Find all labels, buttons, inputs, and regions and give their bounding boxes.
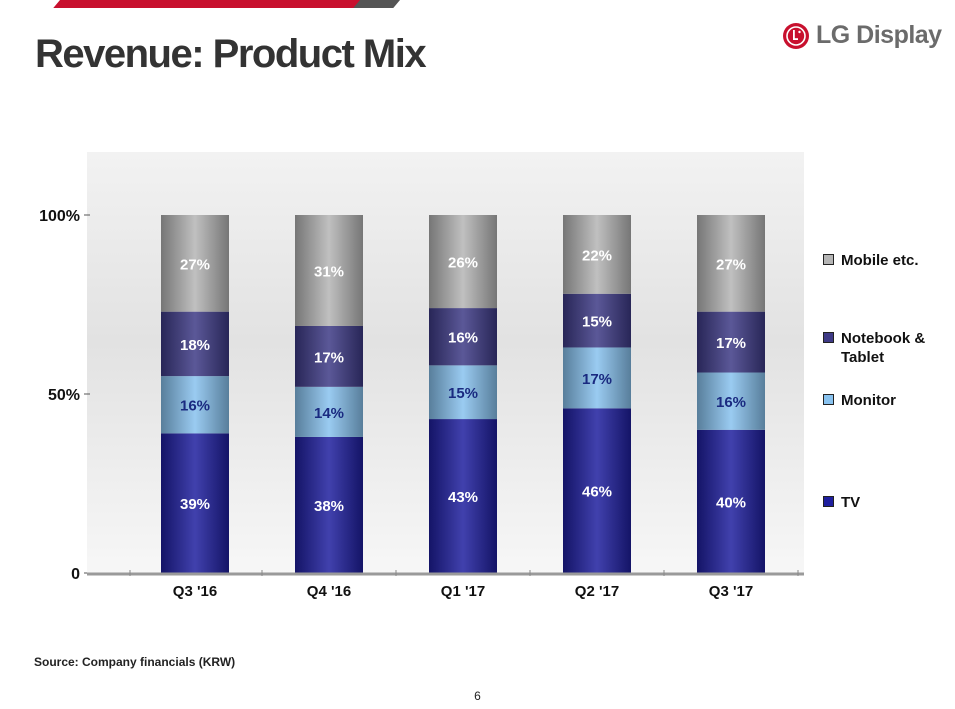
data-label: 38% (314, 498, 344, 515)
x-tick-label: Q3 '17 (709, 583, 753, 600)
data-label: 16% (716, 394, 746, 411)
bar-segment-notebook-tablet-4 (697, 311, 765, 373)
data-label: 16% (180, 398, 210, 415)
data-label: 14% (314, 405, 344, 422)
legend-swatch (823, 254, 834, 265)
legend-item-monitor: Monitor (823, 391, 896, 410)
bar-segment-tv-4 (697, 429, 765, 573)
legend-item-notebook-tablet: Notebook & Tablet (823, 329, 941, 367)
legend-label: Monitor (841, 392, 896, 409)
legend-label: TV (841, 494, 861, 511)
page-number: 6 (474, 689, 481, 703)
logo-text: LG Display (816, 21, 942, 49)
source-note: Source: Company financials (KRW) (34, 655, 236, 669)
legend-label: Notebook & Tablet (841, 330, 926, 366)
bar-segment-monitor-1 (295, 386, 363, 437)
data-label: 15% (582, 314, 612, 331)
legend-item-mobile: Mobile etc. (823, 251, 919, 270)
bar-segment-notebook-tablet-0 (161, 311, 229, 377)
bar-segment-mobile-etc--1 (295, 215, 363, 326)
x-tick-label: Q3 '16 (173, 583, 217, 600)
data-label: 22% (582, 247, 612, 264)
bar-segment-mobile-etc--0 (161, 215, 229, 312)
bar-segment-tv-0 (161, 433, 229, 573)
data-label: 17% (582, 371, 612, 388)
bar-segment-tv-3 (563, 408, 631, 573)
bar-segment-notebook-tablet-3 (563, 293, 631, 348)
data-label: 17% (716, 335, 746, 352)
bar-segment-tv-2 (429, 419, 497, 573)
data-label: 39% (180, 496, 210, 513)
y-tick-label: 0 (71, 566, 80, 583)
bar-segment-mobile-etc--4 (697, 215, 765, 312)
bar-segment-monitor-0 (161, 376, 229, 434)
data-label: 26% (448, 255, 478, 272)
bar-segment-monitor-3 (563, 347, 631, 409)
bar-segment-notebook-tablet-2 (429, 308, 497, 366)
legend-label: Mobile etc. (841, 252, 919, 269)
data-label: 16% (448, 330, 478, 347)
x-tick-label: Q2 '17 (575, 583, 619, 600)
data-label: 40% (716, 494, 746, 511)
y-tick-label: 100% (39, 208, 80, 225)
y-tick-label: 50% (48, 387, 80, 404)
data-label: 27% (716, 256, 746, 273)
bar-segment-mobile-etc--2 (429, 215, 497, 309)
lg-logo-icon (783, 22, 809, 49)
company-logo: LG Display (782, 21, 942, 50)
data-label: 31% (314, 263, 344, 280)
bar-segment-notebook-tablet-1 (295, 325, 363, 387)
x-tick-label: Q1 '17 (441, 583, 485, 600)
x-tick-label: Q4 '16 (307, 583, 351, 600)
legend-swatch (823, 394, 834, 405)
data-label: 17% (314, 349, 344, 366)
data-label: 43% (448, 489, 478, 506)
data-label: 27% (180, 256, 210, 273)
bar-segment-tv-1 (295, 436, 363, 573)
legend-item-tv: TV (823, 493, 860, 512)
legend-swatch (823, 496, 834, 507)
bar-segment-mobile-etc--3 (563, 215, 631, 294)
bar-segment-monitor-4 (697, 372, 765, 430)
bar-segment-monitor-2 (429, 365, 497, 420)
data-label: 18% (180, 337, 210, 354)
legend-swatch (823, 332, 834, 343)
data-label: 15% (448, 385, 478, 402)
page-title: Revenue: Product Mix (35, 32, 427, 76)
data-label: 46% (582, 484, 612, 501)
